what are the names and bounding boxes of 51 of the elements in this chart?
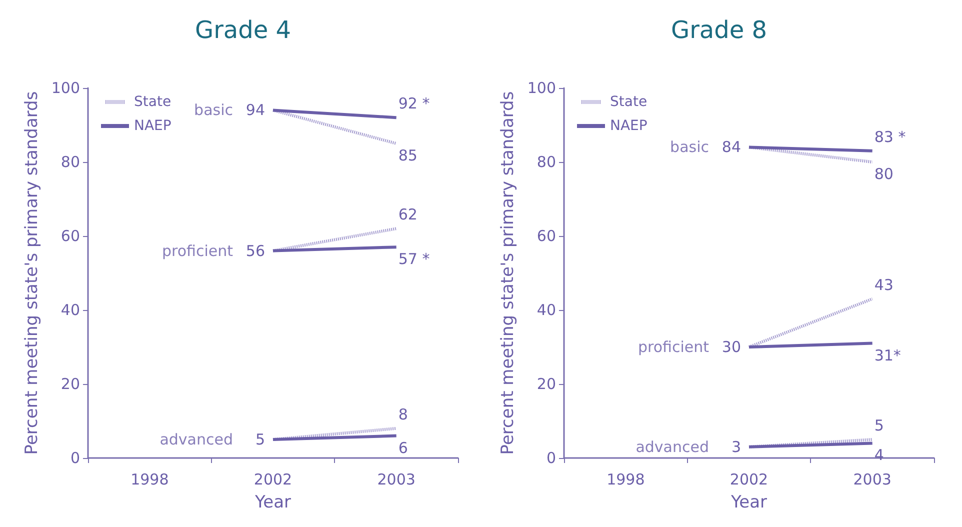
x-axis-title: Year [730,492,768,512]
legend-label: NAEP [134,118,172,134]
legend-label: State [134,94,172,110]
x-tick-label: 2003 [377,470,416,488]
legend-label: State [610,94,648,110]
data-label: 62 [398,206,418,224]
annotation: advanced [636,438,709,456]
annotation: proficient [638,338,710,356]
data-label: 80 [874,165,894,183]
x-tick-label: 1998 [606,470,645,488]
y-tick-label: 40 [536,301,556,319]
y-tick-label: 60 [60,227,80,245]
x-tick-label: 2002 [254,470,292,488]
y-tick-label: 20 [60,375,80,393]
data-label: 57 * [398,250,430,268]
y-tick-label: 80 [60,153,80,171]
legend-label: NAEP [610,118,648,134]
chart-title: Grade 4 [194,16,292,44]
chart-title: Grade 8 [670,16,768,44]
x-tick-label: 2003 [853,470,892,488]
data-label: 5 [255,430,265,448]
data-label: 85 [398,146,418,164]
y-tick-label: 60 [536,227,556,245]
annotation: basic [194,101,233,120]
y-tick-label: 40 [60,301,80,319]
y-tick-label: 100 [51,79,80,97]
y-tick-label: 20 [536,375,556,393]
data-label: 5 [874,416,884,434]
data-label: 83 * [874,128,906,146]
data-label: 94 [246,101,265,120]
data-label: 56 [246,242,265,260]
x-tick-label: 1998 [130,470,169,488]
data-label: 84 [722,138,741,156]
data-label: 92 * [398,94,430,113]
annotation: advanced [160,430,233,448]
x-tick-label: 2002 [730,470,768,488]
data-label: 31* [874,346,902,364]
y-tick-label: 100 [527,79,556,97]
data-label: 43 [874,276,894,294]
x-axis-title: Year [254,492,292,512]
data-label: 30 [722,338,741,356]
y-tick-label: 80 [536,153,556,171]
y-axis-title: Percent meeting state's primary standards [22,91,42,455]
annotation: basic [670,138,709,156]
y-axis-title: Percent meeting state's primary standards [498,91,518,455]
data-label: 8 [398,405,408,424]
y-tick-label: 0 [70,449,80,467]
data-label: 6 [398,438,408,457]
data-label: 3 [731,438,741,456]
y-tick-label: 0 [546,449,556,467]
annotation: proficient [162,242,234,260]
